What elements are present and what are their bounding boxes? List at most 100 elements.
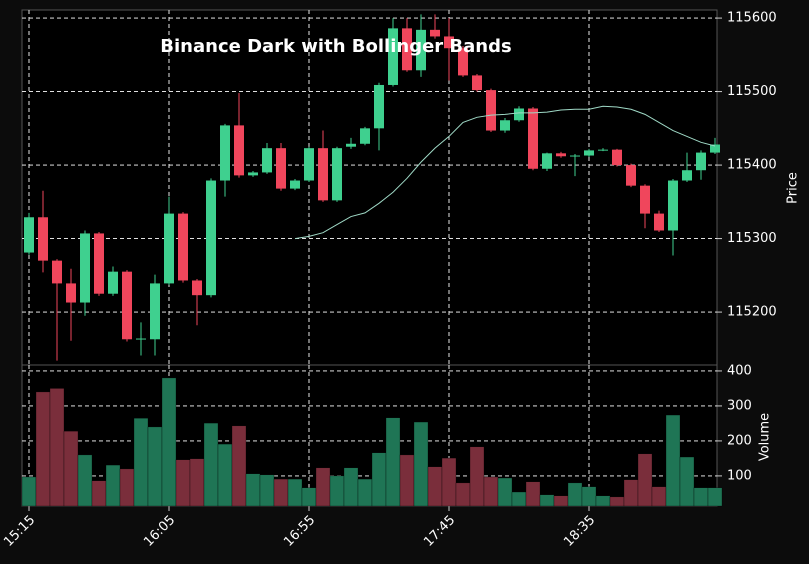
- volume-bar: [287, 478, 303, 507]
- y-tick-label: 115600: [727, 11, 777, 26]
- candle-body: [668, 180, 678, 231]
- candle-body: [234, 125, 244, 176]
- candle-body: [276, 148, 286, 189]
- volume-bar: [693, 487, 709, 507]
- volume-tick-label: 300: [727, 398, 752, 413]
- candle-body: [486, 90, 496, 131]
- candle-body: [542, 153, 552, 169]
- volume-bar: [259, 474, 275, 507]
- candle-body: [696, 152, 706, 171]
- volume-bar: [35, 391, 51, 507]
- candle-body: [220, 125, 230, 181]
- y-tick-label: 115200: [727, 305, 777, 320]
- volume-bar: [217, 443, 233, 507]
- candle-body: [570, 155, 580, 157]
- candle-body: [206, 180, 216, 296]
- candle-body: [500, 120, 510, 131]
- candle-body: [640, 185, 650, 214]
- candle-body: [94, 233, 104, 294]
- candle-body: [192, 280, 202, 296]
- candle-body: [178, 213, 188, 281]
- volume-bar: [161, 377, 177, 507]
- volume-bar: [21, 476, 37, 507]
- candle-body: [654, 213, 664, 231]
- candle-body: [248, 172, 258, 176]
- candle-body: [318, 148, 328, 201]
- candle-body: [346, 143, 356, 147]
- volume-bar: [77, 454, 93, 507]
- volume-bar: [203, 422, 219, 507]
- volume-bar: [399, 454, 415, 507]
- x-tick-label: 17:45: [421, 513, 458, 550]
- volume-bar: [539, 494, 555, 507]
- candle-body: [528, 108, 538, 169]
- candle-body: [710, 144, 720, 153]
- volume-bar: [133, 418, 149, 507]
- volume-bar: [441, 457, 457, 507]
- candle-body: [584, 150, 594, 156]
- volume-bar: [497, 477, 513, 507]
- x-tick-label: 18:35: [561, 513, 598, 550]
- volume-bar: [315, 467, 331, 507]
- y-tick-label: 115300: [727, 231, 777, 246]
- volume-bar: [553, 495, 569, 507]
- volume-bar: [371, 452, 387, 507]
- volume-tick-label: 400: [727, 363, 752, 378]
- candle-body: [388, 28, 398, 85]
- candle-body: [598, 149, 608, 151]
- volume-bar: [595, 495, 611, 507]
- volume-bar: [273, 478, 289, 507]
- volume-bar: [679, 456, 695, 507]
- candle-body: [304, 148, 314, 181]
- volume-bar: [385, 417, 401, 507]
- volume-bar: [49, 388, 65, 507]
- candle-body: [444, 36, 454, 49]
- volume-bar: [581, 486, 597, 507]
- candle-body: [80, 233, 90, 303]
- volume-bar: [63, 430, 79, 507]
- volume-bar: [189, 458, 205, 507]
- candle-body: [262, 148, 272, 173]
- candle-body: [38, 217, 48, 261]
- candle-body: [556, 153, 566, 157]
- volume-bar: [147, 426, 163, 507]
- volume-bar: [105, 464, 121, 507]
- y-tick-label: 115500: [727, 84, 777, 99]
- volume-bar: [175, 459, 191, 507]
- candle-body: [374, 84, 384, 129]
- volume-bar: [245, 473, 261, 507]
- volume-bar: [357, 478, 373, 507]
- candle-body: [66, 283, 76, 303]
- volume-bar: [469, 446, 485, 507]
- candle-body: [24, 217, 34, 253]
- volume-bar: [637, 453, 653, 507]
- candle-body: [360, 128, 370, 144]
- y-tick-label: 115400: [727, 158, 777, 173]
- volume-bar: [455, 482, 471, 507]
- volume-bar: [707, 487, 723, 507]
- volume-bar: [609, 496, 625, 507]
- volume-bar: [413, 421, 429, 507]
- candle-body: [136, 338, 146, 340]
- candle-body: [164, 213, 174, 284]
- volume-bar: [91, 480, 107, 507]
- volume-tick-label: 100: [727, 468, 752, 483]
- price-panel: [21, 9, 718, 366]
- volume-bar: [483, 476, 499, 507]
- candle-body: [514, 108, 524, 121]
- chart-title: Binance Dark with Bollinger Bands: [160, 36, 511, 57]
- candle-body: [612, 149, 622, 166]
- volume-bar: [343, 467, 359, 507]
- band-line: [294, 105, 716, 240]
- volume-bar: [567, 482, 583, 507]
- candle-body: [122, 271, 132, 340]
- x-tick-label: 16:55: [281, 513, 318, 550]
- volume-bar: [511, 491, 527, 507]
- candle-body: [150, 283, 160, 340]
- candle-body: [430, 29, 440, 37]
- volume-bar: [525, 481, 541, 507]
- y-axis-label: Price: [786, 172, 801, 204]
- candle-body: [416, 29, 426, 71]
- candle-body: [52, 260, 62, 284]
